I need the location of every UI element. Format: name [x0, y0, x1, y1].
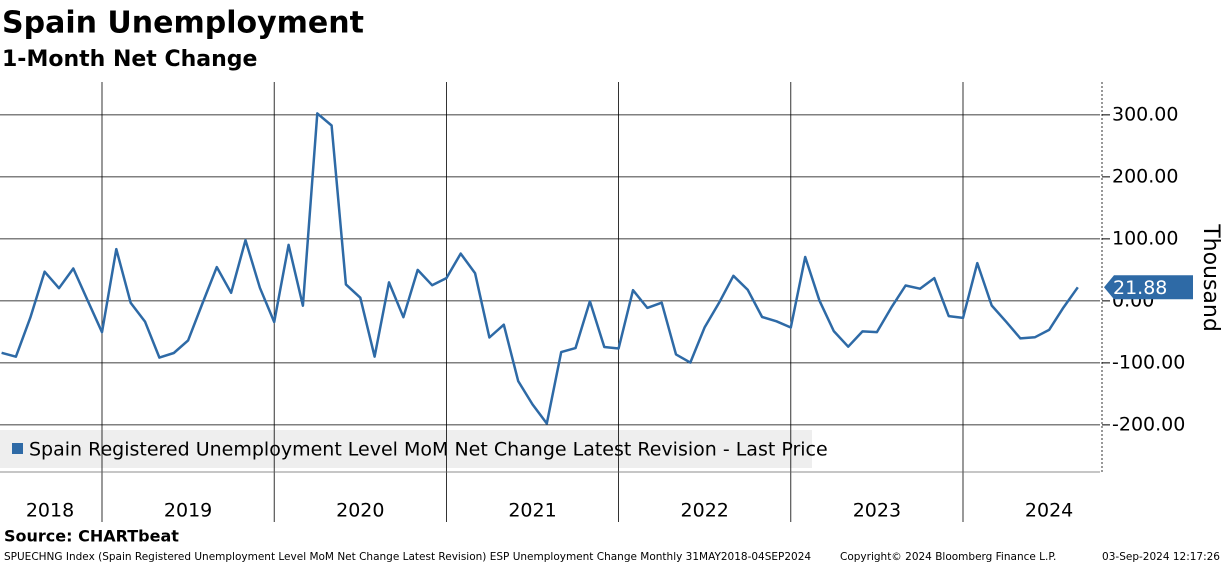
y-tick-label: -200.00 [1112, 413, 1185, 435]
line-series [1, 112, 1079, 425]
y-tick-label: 200.00 [1112, 165, 1178, 187]
x-tick-label: 2018 [26, 500, 74, 522]
y-axis-label: Thousand [1198, 223, 1223, 332]
source: Source: CHARTbeat [4, 527, 179, 546]
x-tick-label: 2021 [508, 500, 556, 522]
x-tick-label: 2022 [681, 500, 729, 522]
y-tick-label: 100.00 [1112, 227, 1178, 249]
chart-title: Spain Unemployment [2, 6, 364, 41]
last-price-tag [1104, 275, 1193, 300]
y-tick-label: -100.00 [1112, 351, 1185, 373]
x-tick-label: 2019 [164, 500, 212, 522]
legend-label: Spain Registered Unemployment Level MoM … [29, 439, 828, 461]
legend-swatch [12, 443, 23, 454]
legend-box [0, 430, 812, 468]
copyright: Copyright© 2024 Bloomberg Finance L.P. [840, 551, 1056, 563]
timestamp: 03-Sep-2024 12:17:26 [1102, 551, 1220, 563]
x-tick-label: 2024 [1025, 500, 1073, 522]
y-tick-label: 300.00 [1112, 103, 1178, 125]
last-price-label: 21.88 [1113, 277, 1167, 299]
x-tick-label: 2020 [336, 500, 384, 522]
chart-subtitle: 1-Month Net Change [2, 47, 257, 72]
footer: SPUECHNG Index (Spain Registered Unemplo… [4, 551, 811, 563]
x-tick-label: 2023 [853, 500, 901, 522]
